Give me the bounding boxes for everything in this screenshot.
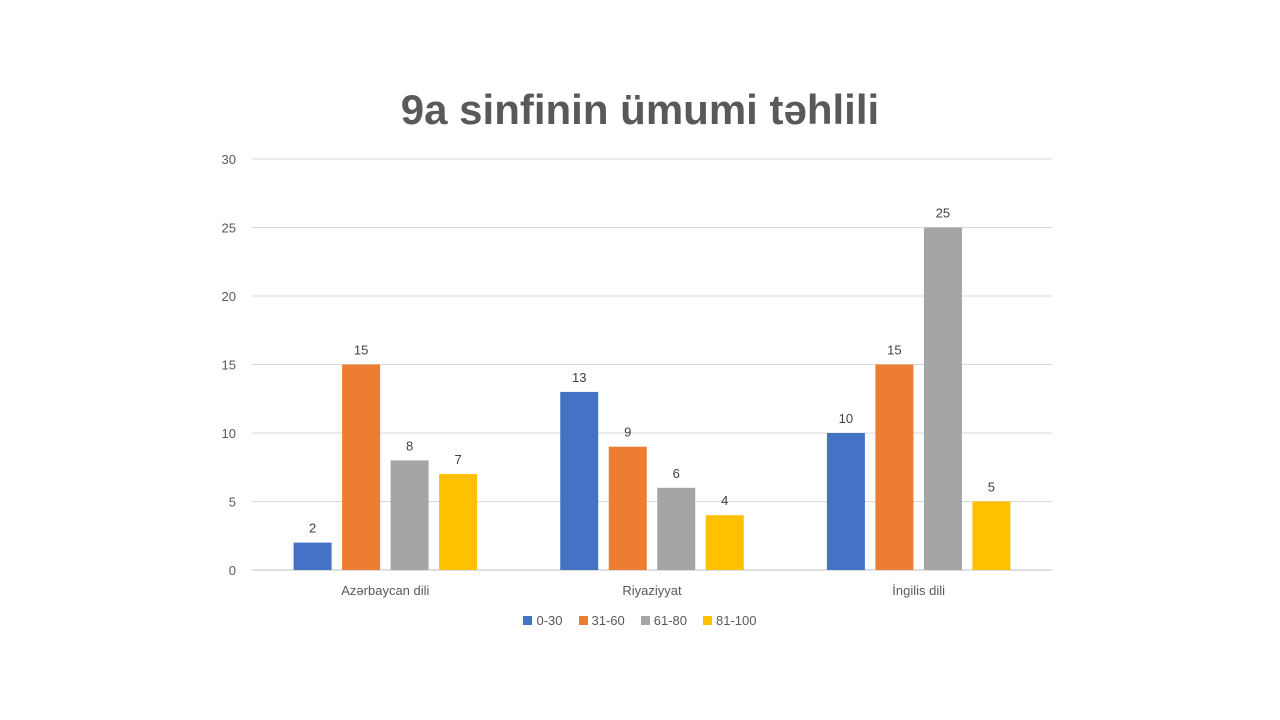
data-label: 2 (309, 521, 316, 536)
bar (875, 364, 914, 570)
bar (293, 542, 332, 570)
data-label: 8 (406, 438, 413, 453)
bar (657, 487, 696, 570)
gridlines (252, 158, 1052, 571)
bar (390, 460, 429, 570)
legend-swatch (640, 616, 650, 625)
y-axis-ticks: 0 5 10 15 20 25 30 (222, 152, 236, 578)
y-tick-label: 15 (222, 358, 236, 373)
bar (705, 515, 744, 570)
category-label: Azərbaycan dili (341, 583, 429, 598)
category-label: Riyaziyyat (622, 583, 682, 598)
legend-label: 61-80 (653, 613, 688, 628)
bar (560, 391, 599, 570)
legend-item: 31-60 (578, 613, 625, 628)
y-tick-label: 25 (222, 221, 236, 236)
legend-item: 81-100 (703, 613, 757, 628)
data-label: 6 (673, 466, 680, 481)
chart-title: 9a sinfinin ümumi təhlili (400, 86, 880, 133)
legend-swatch (523, 616, 533, 625)
category-label: İngilis dili (892, 583, 945, 598)
bar (608, 446, 647, 570)
data-labels: 2 15 8 7 13 9 6 4 10 15 25 5 (309, 206, 995, 536)
legend-swatch (578, 616, 588, 625)
data-label: 5 (988, 480, 995, 495)
bar (923, 227, 962, 570)
y-tick-label: 0 (229, 563, 236, 578)
legend-label: 31-60 (591, 613, 625, 628)
data-label: 15 (354, 343, 368, 358)
y-tick-label: 5 (229, 495, 236, 510)
legend-label: 0-30 (536, 613, 563, 628)
bar (439, 474, 478, 570)
legend: 0-30 31-60 61-80 81-100 (0, 613, 1280, 628)
bar-series (293, 227, 1011, 570)
data-label: 13 (572, 370, 586, 385)
data-label: 4 (721, 493, 728, 508)
legend-swatch (703, 616, 713, 625)
bar (826, 433, 865, 570)
data-label: 25 (936, 206, 950, 221)
y-tick-label: 10 (222, 426, 236, 441)
legend-label: 81-100 (716, 613, 757, 628)
legend-item: 0-30 (523, 613, 563, 628)
bar (342, 364, 381, 570)
data-label: 9 (624, 425, 631, 440)
y-tick-label: 20 (222, 289, 236, 304)
x-axis-categories: Azərbaycan dili Riyaziyyat İngilis dili (341, 583, 945, 598)
data-label: 10 (839, 411, 853, 426)
y-tick-label: 30 (222, 152, 236, 167)
bar (972, 501, 1011, 570)
data-label: 7 (454, 452, 461, 467)
data-label: 15 (887, 343, 901, 358)
legend-item: 61-80 (640, 613, 688, 628)
